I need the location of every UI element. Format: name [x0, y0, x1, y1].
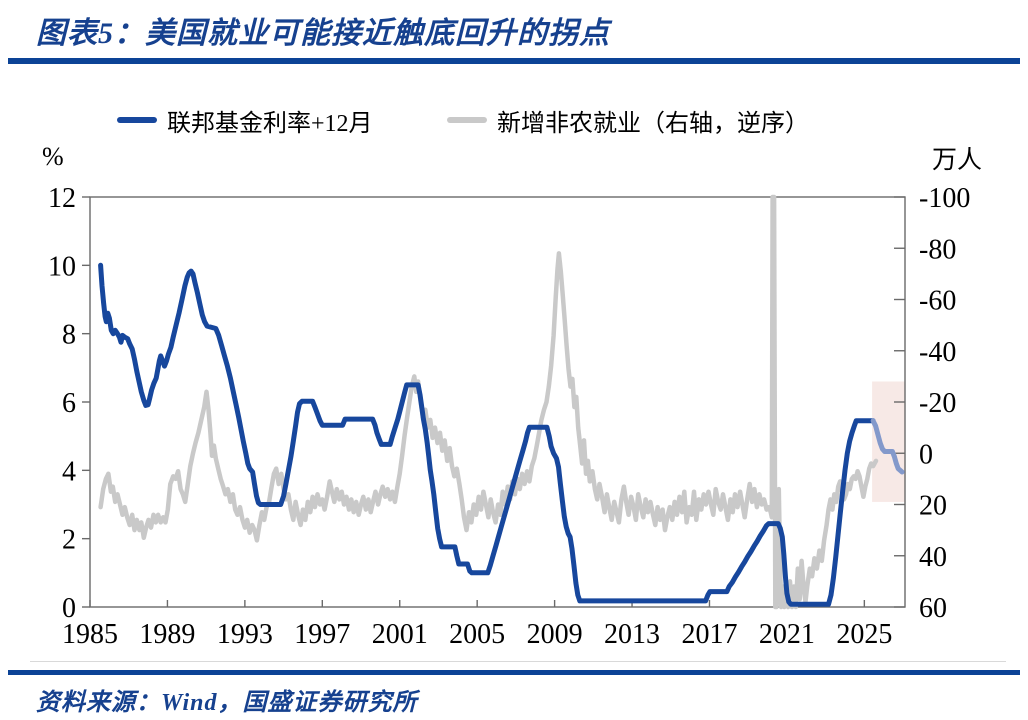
left-axis-tick-label: 12	[48, 183, 76, 214]
x-axis-tick-label: 2005	[449, 619, 505, 650]
figure-title: 图表5：美国就业可能接近触底回升的拐点	[36, 17, 610, 50]
x-axis-tick-label: 2001	[372, 619, 428, 650]
legend-item-fed-funds: 联邦基金利率+12月	[117, 106, 373, 137]
fed-funds-rate-line	[98, 262, 876, 607]
right-axis-tick-label: -60	[919, 286, 956, 317]
x-axis-tick-label: 2013	[604, 619, 660, 650]
left-axis-tick-label: 2	[62, 525, 76, 556]
legend-item-nonfarm: 新增非农就业（右轴，逆序）	[447, 106, 809, 137]
left-axis-tick-label: 10	[48, 251, 76, 282]
left-axis-tick-label: 8	[62, 320, 76, 351]
x-axis-tick-label: 2017	[681, 619, 737, 650]
x-axis-tick-label: 1989	[139, 619, 195, 650]
right-axis-tick-label: 60	[919, 593, 947, 624]
legend: 联邦基金利率+12月 新增非农就业（右轴，逆序）	[0, 106, 1028, 137]
right-axis-tick-label: -40	[919, 337, 956, 368]
right-axis-tick-label: -80	[919, 234, 956, 265]
right-axis-tick-label: 0	[919, 439, 933, 470]
footer-rule	[8, 670, 1020, 675]
right-axis-unit-label: 万人	[932, 147, 983, 174]
x-axis-tick-label: 1985	[62, 619, 118, 650]
legend-label-nonfarm: 新增非农就业（右轴，逆序）	[497, 110, 809, 137]
left-axis-unit-label: %	[42, 142, 64, 171]
nonfarm-payrolls-line	[98, 194, 879, 610]
left-axis-tick-label: 4	[62, 456, 76, 487]
x-axis-tick-label: 1993	[217, 619, 273, 650]
left-axis-tick-label: 0	[62, 593, 76, 624]
highlight-box	[872, 381, 905, 502]
fed-funds-rate-forecast-line	[870, 418, 905, 475]
x-axis-tick-label: 2025	[836, 619, 892, 650]
nonfarm-line-swatch-icon	[447, 117, 487, 123]
legend-label-fed-funds: 联邦基金利率+12月	[167, 110, 373, 137]
fed-funds-line-swatch-icon	[117, 117, 157, 123]
x-axis-tick-label: 2021	[759, 619, 815, 650]
figure-bottom-hairline	[30, 661, 1006, 662]
right-axis-tick-label: -100	[919, 183, 970, 214]
left-axis-tick-label: 6	[62, 388, 76, 419]
right-axis-tick-label: -20	[919, 388, 956, 419]
title-rule	[8, 58, 1020, 64]
right-axis-tick-label: 40	[919, 542, 947, 573]
right-axis-tick-label: 20	[919, 491, 947, 522]
x-axis-tick-label: 2009	[527, 619, 583, 650]
x-axis-tick-label: 1997	[294, 619, 350, 650]
source-note: 资料来源：Wind，国盛证券研究所	[36, 690, 418, 716]
